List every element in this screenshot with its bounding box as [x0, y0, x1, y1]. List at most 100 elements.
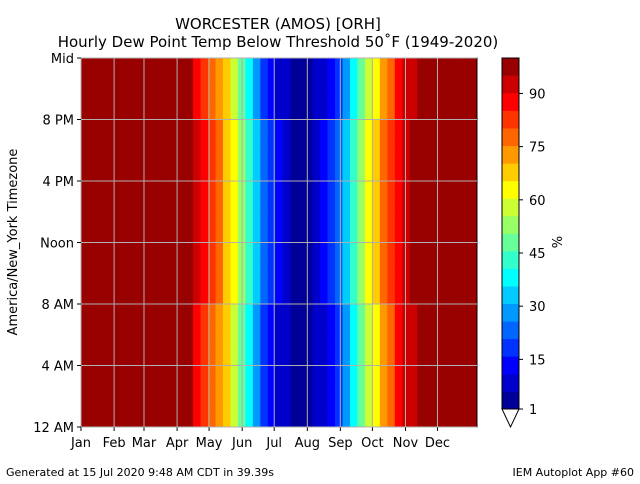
heat-cell	[379, 288, 388, 305]
heat-cell	[275, 380, 284, 397]
heat-cell	[357, 227, 366, 243]
heat-cell	[364, 73, 373, 90]
heat-cell	[439, 304, 448, 320]
heat-cell	[95, 334, 104, 351]
heat-cell	[245, 196, 254, 213]
heat-cell	[252, 288, 261, 305]
heat-cell	[133, 150, 142, 167]
heat-cell	[387, 350, 396, 366]
colorbar-swatch	[502, 110, 519, 129]
heat-cell	[387, 304, 396, 320]
heat-cell	[469, 257, 478, 274]
y-tick-label: 8 PM	[43, 114, 74, 129]
heat-cell	[140, 165, 149, 182]
heat-cell	[335, 350, 343, 366]
heat-cell	[208, 319, 216, 336]
heat-cell	[103, 365, 112, 382]
heat-cell	[200, 350, 209, 366]
heat-cell	[290, 150, 299, 167]
heat-cell	[193, 334, 201, 351]
heat-cell	[208, 350, 216, 366]
heat-cell	[275, 257, 284, 274]
heat-cell	[81, 134, 89, 151]
heat-cell	[103, 242, 112, 259]
heat-cell	[252, 196, 261, 213]
heat-cell	[402, 150, 411, 167]
heat-cell	[170, 334, 179, 351]
heat-cell	[275, 350, 284, 366]
heat-cell	[402, 242, 411, 259]
heat-cell	[462, 196, 470, 213]
heat-cell	[200, 134, 209, 151]
heat-cell	[439, 73, 448, 90]
heat-cell	[81, 257, 89, 274]
heat-cell	[372, 88, 381, 105]
heat-cell	[297, 396, 306, 413]
heat-cell	[125, 411, 134, 428]
heat-cell	[320, 150, 328, 167]
heat-cell	[439, 396, 448, 413]
heat-cell	[379, 257, 388, 274]
heat-cell	[342, 119, 351, 136]
heat-cell	[335, 119, 343, 136]
heat-cell	[252, 165, 261, 182]
heat-cell	[462, 181, 470, 197]
heat-cell	[252, 380, 261, 397]
heat-cell	[432, 350, 441, 366]
heat-cell	[372, 257, 381, 274]
heat-cell	[282, 134, 291, 151]
heat-cell	[372, 134, 381, 151]
heat-cell	[260, 350, 269, 366]
heat-cell	[163, 365, 172, 382]
heat-cell	[342, 350, 351, 366]
heat-cell	[140, 365, 149, 382]
heat-cell	[462, 396, 470, 413]
heat-cell	[409, 88, 418, 105]
heat-cell	[402, 396, 411, 413]
heat-cell	[110, 58, 119, 74]
heat-cell	[447, 196, 455, 213]
heat-cell	[305, 58, 314, 74]
heat-cell	[305, 319, 314, 336]
heat-cell	[402, 196, 411, 213]
heat-cell	[95, 304, 104, 320]
heat-cell	[394, 134, 403, 151]
heat-cell	[417, 73, 426, 90]
heat-cell	[447, 288, 455, 305]
heat-cell	[297, 350, 306, 366]
heat-cell	[379, 396, 388, 413]
heat-cell	[178, 319, 187, 336]
heat-cell	[312, 334, 321, 351]
heat-cell	[193, 257, 201, 274]
heat-cell	[260, 396, 269, 413]
heat-cell	[320, 119, 328, 136]
heat-cell	[469, 334, 478, 351]
heat-cell	[432, 196, 441, 213]
heat-cell	[394, 396, 403, 413]
heat-cell	[462, 380, 470, 397]
heat-cell	[155, 58, 164, 74]
heat-cell	[335, 242, 343, 259]
heat-cell	[260, 319, 269, 336]
heat-cell	[320, 73, 328, 90]
heat-cell	[387, 58, 396, 74]
heat-cell	[469, 181, 478, 197]
heat-cell	[364, 396, 373, 413]
heat-cell	[402, 273, 411, 290]
heat-cell	[170, 242, 179, 259]
heat-cell	[394, 304, 403, 320]
heat-cell	[133, 211, 142, 228]
heat-cell	[312, 288, 321, 305]
colorbar-swatch	[502, 145, 519, 164]
heat-cell	[170, 165, 179, 182]
heat-cell	[252, 181, 261, 197]
heat-cell	[439, 334, 448, 351]
heat-cell	[163, 288, 172, 305]
heat-cell	[387, 181, 396, 197]
heat-cell	[349, 196, 358, 213]
heat-cell	[215, 396, 224, 413]
heat-cell	[432, 396, 441, 413]
heat-cell	[387, 150, 396, 167]
heat-cell	[417, 150, 426, 167]
